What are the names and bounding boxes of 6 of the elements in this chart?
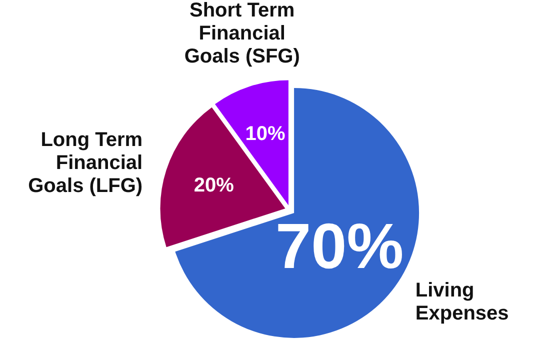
data-label: 10%	[245, 122, 286, 145]
data-label: 70%	[276, 210, 404, 282]
slice-label: Short Term Financial Goals (SFG)	[184, 0, 300, 68]
slice-label: Living Expenses	[415, 280, 509, 325]
data-label: 20%	[194, 174, 234, 196]
slice-label: Long Term Financial Goals (LFG)	[28, 129, 143, 198]
